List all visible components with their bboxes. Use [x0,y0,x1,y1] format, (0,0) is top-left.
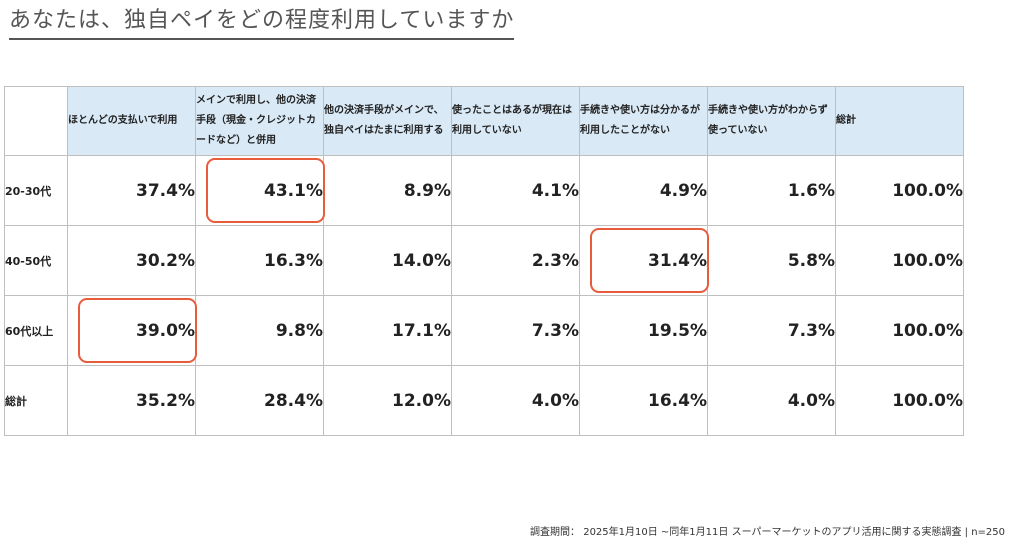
column-header: 総計 [835,86,964,156]
value-cell: 43.1% [195,155,325,226]
table-row: 60代以上 39.0% 9.8% 17.1% 7.3% 19.5% 7.3% 1… [4,295,964,366]
value-cell: 37.4% [67,155,196,226]
table-row: 20-30代 37.4% 43.1% 8.9% 4.1% 4.9% 1.6% 1… [4,155,964,226]
row-label: 60代以上 [4,295,68,366]
value-cell: 16.3% [195,225,324,296]
highlight-box [206,158,325,223]
row-label: 20-30代 [4,155,68,226]
row-label: 40-50代 [4,225,68,296]
value-cell: 19.5% [579,295,708,366]
column-header: 使ったことはあるが現在は利用していない [451,86,580,156]
table-body: 20-30代 37.4% 43.1% 8.9% 4.1% 4.9% 1.6% 1… [4,155,964,436]
value-cell: 31.4% [579,225,709,296]
value-cell: 8.9% [323,155,452,226]
corner-cell [4,86,68,156]
row-label: 総計 [4,365,68,436]
header-row: ほとんどの支払いで利用 メインで利用し、他の決済手段（現金・クレジットカードなど… [4,86,964,156]
value-cell: 100.0% [835,365,964,436]
highlight-box [78,298,197,363]
value-cell: 5.8% [707,225,836,296]
value-cell: 14.0% [323,225,452,296]
value-cell: 7.3% [451,295,580,366]
value-cell: 12.0% [323,365,452,436]
value-cell: 30.2% [67,225,196,296]
value-cell: 35.2% [67,365,196,436]
value-cell: 2.3% [451,225,580,296]
value-cell: 16.4% [579,365,708,436]
value-cell: 39.0% [67,295,197,366]
value-cell: 17.1% [323,295,452,366]
value-cell: 9.8% [195,295,324,366]
highlight-box [590,228,709,293]
table-row: 総計 35.2% 28.4% 12.0% 4.0% 16.4% 4.0% 100… [4,365,964,436]
value-cell: 28.4% [195,365,324,436]
value-cell: 4.0% [707,365,836,436]
column-header: 手続きや使い方がわからず使っていない [707,86,836,156]
column-header: メインで利用し、他の決済手段（現金・クレジットカードなど）と併用 [195,86,324,156]
table-row: 40-50代 30.2% 16.3% 14.0% 2.3% 31.4% 5.8%… [4,225,964,296]
value-cell: 1.6% [707,155,836,226]
value-cell: 4.0% [451,365,580,436]
chart-title: あなたは、独自ペイをどの程度利用していますか [9,6,515,40]
column-header: 手続きや使い方は分かるが利用したことがない [579,86,708,156]
survey-table: ほとんどの支払いで利用 メインで利用し、他の決済手段（現金・クレジットカードなど… [4,86,964,436]
value-cell: 7.3% [707,295,836,366]
value-cell: 100.0% [835,295,964,366]
value-cell: 4.9% [579,155,708,226]
value-cell: 4.1% [451,155,580,226]
column-header: ほとんどの支払いで利用 [67,86,196,156]
column-header: 他の決済手段がメインで、独自ペイはたまに利用する [323,86,452,156]
value-cell: 100.0% [835,155,964,226]
value-cell: 100.0% [835,225,964,296]
survey-footnote: 調査期間： 2025年1月10日 ~同年1月11日 スーパーマーケットのアプリ活… [530,527,1005,538]
